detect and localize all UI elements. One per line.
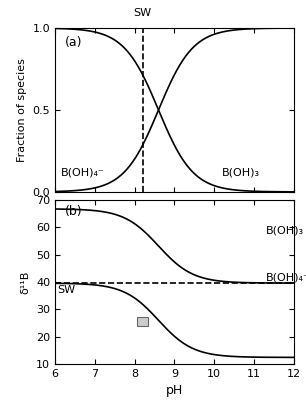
- Y-axis label: Fraction of species: Fraction of species: [17, 58, 27, 162]
- FancyBboxPatch shape: [137, 317, 148, 326]
- Text: B(OH)₄⁻: B(OH)₄⁻: [266, 273, 306, 283]
- Text: B(OH)₃: B(OH)₃: [266, 225, 304, 235]
- Text: (a): (a): [65, 36, 82, 49]
- Text: B(OH)₄⁻: B(OH)₄⁻: [61, 167, 105, 177]
- Text: (b): (b): [65, 205, 82, 218]
- Text: B(OH)₃: B(OH)₃: [222, 167, 260, 177]
- Text: SW: SW: [133, 8, 152, 18]
- Y-axis label: δ¹¹B: δ¹¹B: [21, 270, 31, 294]
- X-axis label: pH: pH: [166, 384, 183, 398]
- Text: SW: SW: [57, 285, 75, 295]
